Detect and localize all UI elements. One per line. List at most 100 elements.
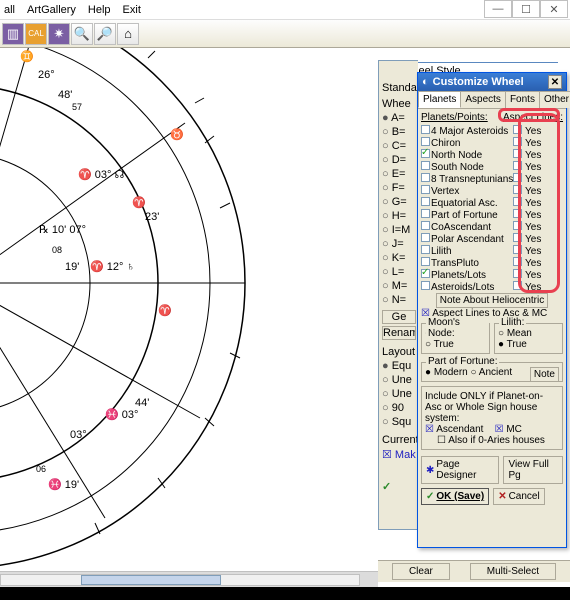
ok-save-button[interactable]: ✓OK (Save) (421, 488, 489, 505)
chk-ascendant[interactable]: Ascendant (425, 424, 483, 435)
aspect-checkbox[interactable] (513, 197, 522, 206)
radio-lilith-true[interactable]: True (498, 339, 559, 350)
aspect-checkbox[interactable] (513, 221, 522, 230)
radio-g[interactable]: G= (382, 196, 418, 210)
radio-m[interactable]: M= (382, 280, 418, 294)
radio-a[interactable]: A= (382, 112, 418, 126)
planet-checkbox[interactable] (421, 185, 430, 194)
planet-row: Asteroids/LotsYes (421, 281, 563, 293)
radio-90[interactable]: 90 (382, 402, 418, 416)
aspect-checkbox[interactable] (513, 161, 522, 170)
chk-aries-houses[interactable]: Also if 0-Aries houses (425, 435, 559, 446)
aspect-checkbox[interactable] (513, 173, 522, 182)
aspect-yes-label: Yes (525, 258, 541, 269)
cancel-button[interactable]: ✕Cancel (493, 488, 545, 505)
planet-checkbox[interactable] (421, 245, 430, 254)
aspect-checkbox[interactable] (513, 137, 522, 146)
planet-checkbox[interactable] (421, 173, 430, 182)
planet-label: Chiron (431, 138, 513, 149)
aspect-checkbox[interactable] (513, 149, 522, 158)
page-designer-button[interactable]: ✱Page Designer (421, 456, 499, 484)
radio-une1[interactable]: Une (382, 374, 418, 388)
aspect-checkbox[interactable] (513, 245, 522, 254)
planet-row: TransPlutoYes (421, 257, 563, 269)
menu-exit[interactable]: Exit (123, 4, 141, 16)
standard-label: Standar (382, 82, 418, 98)
radio-d[interactable]: D= (382, 154, 418, 168)
chk-mak[interactable]: Mak (382, 448, 418, 462)
view-full-button[interactable]: View Full Pg (503, 456, 563, 484)
tool-gear-icon[interactable]: ✷ (48, 23, 70, 45)
radio-n[interactable]: N= (382, 294, 418, 308)
tool-cal-icon[interactable]: CAL (25, 23, 47, 45)
aspect-checkbox[interactable] (513, 185, 522, 194)
chk-mc[interactable]: MC (495, 424, 522, 435)
aspect-checkbox[interactable] (513, 269, 522, 278)
planet-checkbox[interactable] (421, 269, 430, 278)
planet-checkbox[interactable] (421, 161, 430, 170)
tool-zoomin-icon[interactable]: 🔍 (71, 23, 93, 45)
radio-une2[interactable]: Une (382, 388, 418, 402)
clear-button[interactable]: Clear (392, 563, 450, 580)
tool-columns-icon[interactable]: ▥ (2, 23, 24, 45)
aspect-checkbox[interactable] (513, 209, 522, 218)
aspect-checkbox[interactable] (513, 281, 522, 290)
maximize-button[interactable]: ☐ (512, 0, 540, 18)
radio-lilith-mean[interactable]: Mean (498, 328, 559, 339)
aspect-yes-label: Yes (525, 210, 541, 221)
multiselect-button[interactable]: Multi-Select (470, 563, 556, 580)
planet-checkbox[interactable] (421, 137, 430, 146)
radio-moon-true[interactable]: True (425, 339, 486, 350)
planet-checkbox[interactable] (421, 233, 430, 242)
menu-artgallery[interactable]: ArtGallery (27, 4, 76, 16)
radio-pof-modern[interactable]: Modern (425, 367, 468, 378)
aspect-yes-label: Yes (525, 222, 541, 233)
radio-l[interactable]: L= (382, 266, 418, 280)
planet-checkbox[interactable] (421, 281, 430, 290)
planet-checkbox[interactable] (421, 125, 430, 134)
tool-zoomout-icon[interactable]: 🔎 (94, 23, 116, 45)
planet-checkbox[interactable] (421, 221, 430, 230)
radio-k[interactable]: K= (382, 252, 418, 266)
horizontal-scrollbar[interactable] (0, 571, 378, 587)
dialog-titlebar[interactable]: ◐ Customize Wheel ✕ (418, 73, 566, 91)
svg-text:♈: ♈ (158, 304, 172, 317)
rename-button[interactable]: Renam (382, 326, 416, 340)
pof-note-button[interactable]: Note (530, 367, 559, 382)
planet-checkbox[interactable] (421, 257, 430, 266)
radio-c[interactable]: C= (382, 140, 418, 154)
radio-pof-ancient[interactable]: Ancient (471, 367, 513, 378)
ge-button[interactable]: Ge (382, 310, 416, 324)
radio-e[interactable]: E= (382, 168, 418, 182)
radio-j[interactable]: J= (382, 238, 418, 252)
dialog-close-button[interactable]: ✕ (548, 75, 562, 89)
note-heliocentric-button[interactable]: Note About Heliocentric (436, 293, 549, 308)
radio-f[interactable]: F= (382, 182, 418, 196)
menu-help[interactable]: Help (88, 4, 111, 16)
planet-checkbox[interactable] (421, 149, 430, 158)
radio-equ[interactable]: Equ (382, 360, 418, 374)
tab-fonts[interactable]: Fonts (505, 91, 540, 108)
svg-text:08: 08 (52, 245, 62, 255)
radio-h[interactable]: H= (382, 210, 418, 224)
minimize-button[interactable]: — (484, 0, 512, 18)
planet-checkbox[interactable] (421, 209, 430, 218)
aspect-checkbox[interactable] (513, 125, 522, 134)
radio-sq[interactable]: Squ (382, 416, 418, 430)
planet-checkbox[interactable] (421, 197, 430, 206)
tab-aspects[interactable]: Aspects (460, 91, 506, 108)
scrollbar-thumb[interactable] (81, 575, 221, 585)
aspect-yes-label: Yes (525, 174, 541, 185)
tab-planets[interactable]: Planets (418, 91, 461, 108)
svg-text:♈ 12° ♄: ♈ 12° ♄ (90, 260, 135, 273)
aspect-yes-label: Yes (525, 246, 541, 257)
aspect-checkbox[interactable] (513, 233, 522, 242)
radio-b[interactable]: B= (382, 126, 418, 140)
radio-i[interactable]: I=M (382, 224, 418, 238)
pof-legend: Part of Fortune: (426, 356, 499, 367)
close-button[interactable]: ✕ (540, 0, 568, 18)
tool-home-icon[interactable]: ⌂ (117, 23, 139, 45)
aspect-checkbox[interactable] (513, 257, 522, 266)
tab-other[interactable]: Other (539, 91, 570, 108)
menu-all[interactable]: all (4, 4, 15, 16)
